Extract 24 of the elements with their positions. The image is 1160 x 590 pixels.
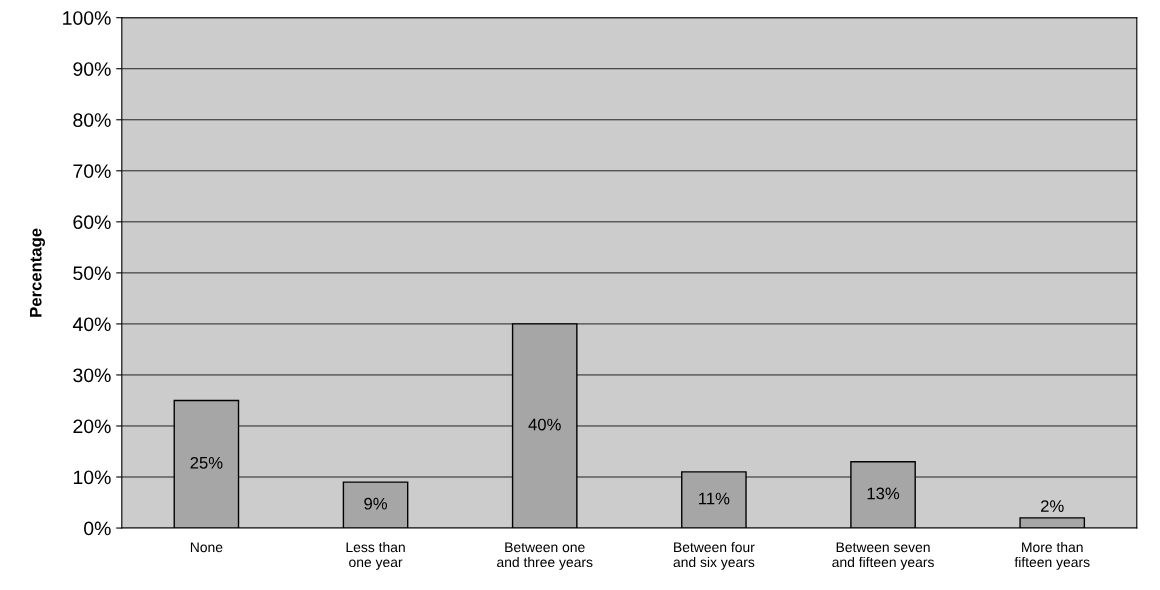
y-tick-label: 0%	[84, 521, 111, 536]
x-tick-label: Between four and six years	[673, 541, 755, 570]
data-label: 13%	[867, 487, 900, 500]
y-tick-label: 100%	[63, 11, 111, 25]
data-label: 2%	[1041, 500, 1064, 512]
x-tick-label: More than fifteen years	[1014, 541, 1090, 570]
data-label: 40%	[528, 418, 561, 431]
x-tick-label: Between seven and fifteen years	[832, 542, 934, 570]
x-tick-label: Between one and three years	[497, 542, 593, 570]
data-label: 11%	[699, 492, 730, 505]
y-tick-label: 70%	[73, 164, 111, 179]
y-tick-label: 80%	[73, 113, 111, 128]
y-tick-label: 30%	[73, 368, 111, 383]
data-label: 9%	[364, 497, 387, 510]
y-tick-label: 50%	[73, 266, 111, 281]
y-tick-label: 20%	[73, 419, 111, 434]
y-axis-title: Percentage	[29, 228, 45, 317]
y-tick-label: 90%	[73, 62, 111, 76]
x-tick-label: None	[190, 542, 223, 553]
y-tick-label: 60%	[73, 215, 111, 230]
y-tick-label: 40%	[72, 317, 111, 332]
data-label: 25%	[190, 456, 223, 469]
x-tick-label: Less than one year	[346, 541, 405, 570]
y-tick-label: 10%	[73, 470, 111, 485]
